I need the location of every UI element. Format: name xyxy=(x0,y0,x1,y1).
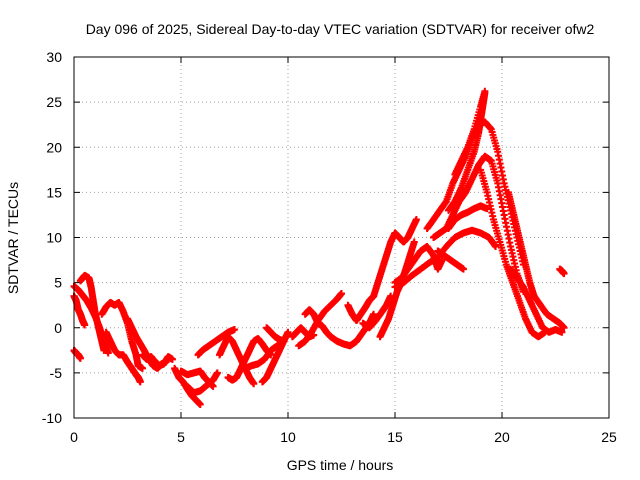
y-tick-label: 15 xyxy=(46,184,62,200)
data-series-track-8 xyxy=(138,351,176,370)
data-series-track-1 xyxy=(70,346,84,362)
axis-ticks: 0 5 10 15 20 25 -10 -5 0 5 10 15 20 25 30 xyxy=(42,49,617,445)
y-tick-label: 20 xyxy=(46,139,62,155)
plot-frame xyxy=(73,56,610,419)
data-series-track-22 xyxy=(344,292,378,325)
data-series-track-32 xyxy=(451,87,489,178)
y-tick-label: -5 xyxy=(50,365,63,381)
data-series-track-30 xyxy=(434,247,467,273)
data-series-track-20 xyxy=(301,306,335,341)
x-tick-label: 15 xyxy=(387,429,403,445)
data-series-track-36 xyxy=(507,265,566,336)
data-series-track-4 xyxy=(76,271,108,354)
data-series-track-11 xyxy=(183,369,221,397)
data-point xyxy=(168,355,176,363)
data-point xyxy=(136,378,144,386)
y-tick-label: 10 xyxy=(46,230,62,246)
data-series-track-17 xyxy=(263,324,288,345)
data-series-track-33 xyxy=(445,202,491,232)
data-point xyxy=(410,238,418,246)
data-point xyxy=(250,380,258,388)
data-series-track-38 xyxy=(556,265,568,278)
data-point xyxy=(338,289,345,297)
data-series-track-6 xyxy=(102,328,144,386)
data-series-track-16 xyxy=(258,328,292,386)
y-tick-label: 30 xyxy=(46,49,62,65)
data-series-track-25 xyxy=(370,215,420,300)
plot-area xyxy=(70,87,568,408)
x-tick-label: 0 xyxy=(70,429,78,445)
data-series-track-2 xyxy=(70,292,89,329)
data-point xyxy=(81,321,89,329)
data-point xyxy=(100,346,108,354)
data-series-track-26 xyxy=(391,243,446,287)
y-tick-label: 0 xyxy=(54,320,62,336)
data-point xyxy=(280,337,288,345)
data-point xyxy=(76,354,84,362)
y-axis-label: SDTVAR / TECUs xyxy=(5,182,21,294)
data-point xyxy=(231,326,238,334)
x-tick-label: 25 xyxy=(601,429,617,445)
data-point xyxy=(560,270,568,278)
x-tick-label: 5 xyxy=(177,429,185,445)
data-point xyxy=(558,328,566,336)
data-point xyxy=(196,400,204,408)
y-tick-label: -10 xyxy=(42,410,62,426)
data-point xyxy=(412,215,420,223)
x-axis-label: GPS time / hours xyxy=(287,457,394,473)
x-tick-label: 10 xyxy=(280,429,296,445)
y-tick-label: 5 xyxy=(54,275,62,291)
data-point xyxy=(104,349,112,357)
x-tick-label: 20 xyxy=(494,429,510,445)
data-point xyxy=(138,364,146,372)
data-point xyxy=(370,310,378,318)
y-tick-label: 25 xyxy=(46,94,62,110)
data-point xyxy=(481,87,489,95)
data-series-track-13 xyxy=(216,333,258,388)
chart-title: Day 096 of 2025, Sidereal Day-to-day VTE… xyxy=(86,21,595,37)
data-point xyxy=(560,324,568,332)
data-point xyxy=(492,243,500,251)
data-point xyxy=(213,369,221,377)
data-point xyxy=(284,328,292,336)
data-series-track-37 xyxy=(530,292,568,332)
data-series-track-27 xyxy=(391,226,500,291)
data-point xyxy=(459,265,467,273)
